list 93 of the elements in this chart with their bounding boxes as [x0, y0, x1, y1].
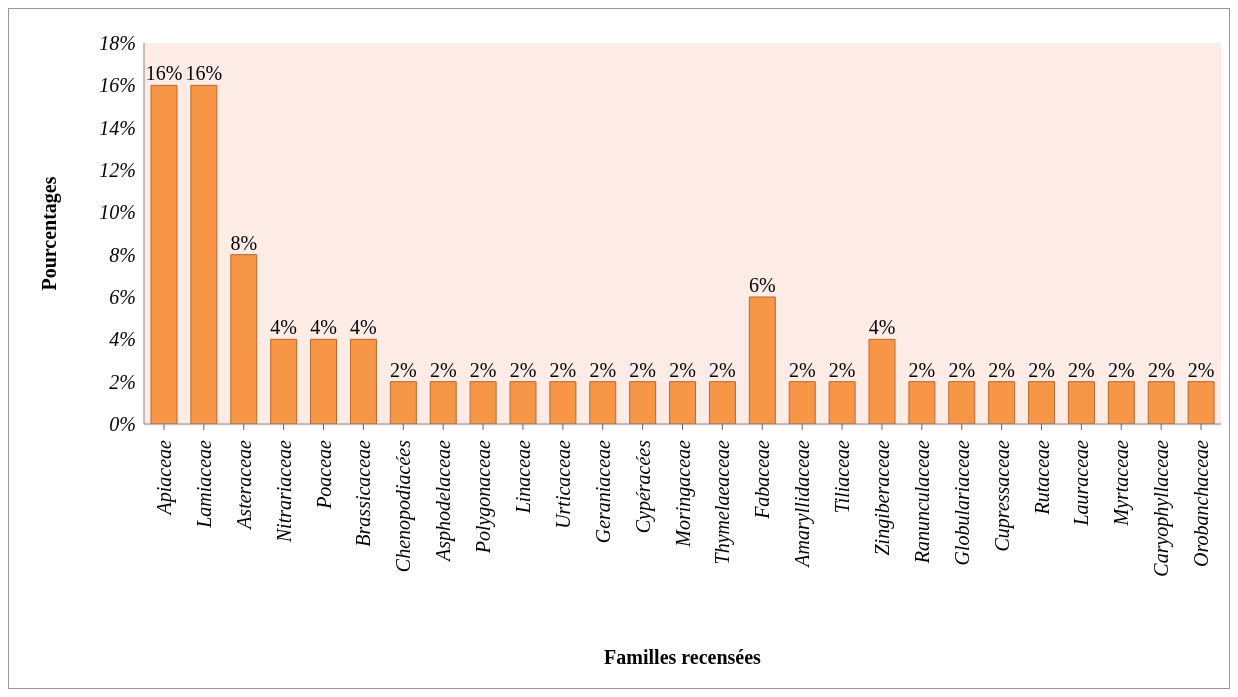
data-label: 2% — [1187, 358, 1215, 381]
bar — [629, 381, 657, 424]
bar — [310, 338, 338, 424]
x-tick-label: Cupressaceae — [990, 439, 1014, 552]
data-label: 2% — [589, 358, 617, 381]
y-tick-label: 10% — [99, 201, 136, 224]
data-label: 16% — [185, 62, 223, 85]
x-tick-label: Thymelaeaceae — [711, 439, 735, 565]
bar — [349, 338, 377, 424]
data-label: 2% — [788, 358, 816, 381]
x-tick-label: Linaceae — [511, 439, 534, 515]
bar — [469, 381, 497, 424]
bar — [1028, 381, 1056, 424]
bar — [270, 338, 298, 424]
x-tick-label: Apiaceae — [152, 439, 176, 517]
bar — [429, 381, 457, 424]
data-label: 2% — [669, 358, 696, 381]
data-label: 4% — [310, 316, 337, 339]
x-tick-label: Polygonaceae — [472, 439, 496, 555]
x-tick-label: Caryophyllaceae — [1150, 439, 1174, 577]
x-tick-label: Moringaceae — [671, 439, 695, 548]
data-label: 4% — [868, 316, 896, 339]
y-tick-label: 8% — [109, 243, 136, 266]
y-tick-label: 12% — [99, 159, 136, 182]
x-tick-label: Zingiberaceae — [870, 439, 894, 556]
y-tick-label: 0% — [109, 413, 136, 436]
data-label: 4% — [270, 316, 297, 339]
bar — [708, 381, 736, 424]
x-tick-label: Lamiaceae — [192, 439, 215, 529]
data-label: 2% — [1147, 358, 1175, 381]
y-axis-title: Pourcentages — [38, 176, 62, 291]
x-tick-label: Amaryllidaceae — [791, 439, 815, 569]
data-label: 2% — [988, 358, 1015, 381]
bar — [948, 381, 976, 424]
bar — [389, 381, 417, 424]
bar — [150, 84, 178, 424]
bar — [828, 381, 856, 424]
data-label: 6% — [749, 274, 776, 296]
x-tick-label: Rutaceae — [1030, 439, 1053, 516]
bar — [988, 381, 1016, 424]
x-tick-label: Asphodelaceae — [432, 439, 456, 564]
y-tick-label: 16% — [99, 74, 136, 97]
y-tick-label: 4% — [109, 328, 136, 351]
y-tick-label: 6% — [109, 286, 136, 309]
data-label: 2% — [948, 358, 976, 381]
data-label: 2% — [709, 358, 736, 381]
data-label: 2% — [390, 358, 417, 381]
data-label: 2% — [509, 358, 537, 381]
data-label: 2% — [828, 358, 856, 381]
bar — [788, 381, 816, 424]
data-label: 16% — [145, 62, 183, 85]
bar — [868, 338, 896, 424]
bar — [1107, 381, 1135, 424]
x-tick-label: Ranunculaceae — [910, 439, 933, 565]
data-label: 2% — [429, 358, 457, 381]
y-tick-label: 2% — [109, 370, 136, 393]
x-tick-label: Cypéracées — [631, 439, 655, 534]
data-label: 2% — [1028, 358, 1055, 381]
x-tick-label: Myrtaceae — [1110, 439, 1134, 527]
x-tick-label: Lauraceae — [1070, 439, 1093, 527]
x-tick-label: Geraniaceae — [591, 439, 614, 544]
x-tick-label: Asteraceae — [232, 439, 255, 531]
bar — [1067, 381, 1095, 424]
bar — [549, 381, 577, 424]
y-tick-label: 14% — [99, 116, 136, 139]
y-tick-label: 18% — [99, 32, 136, 55]
data-label: 4% — [350, 316, 377, 339]
x-tick-label: Globulariaceae — [950, 439, 973, 566]
data-label: 2% — [1068, 358, 1095, 381]
x-axis-title: Familles recensées — [604, 646, 762, 668]
data-label: 2% — [629, 358, 656, 381]
x-tick-label: Tiliaceae — [831, 439, 854, 514]
x-tick-label: Orobanchaceae — [1190, 439, 1213, 567]
bar — [230, 254, 258, 424]
bar — [1147, 381, 1175, 424]
data-label: 2% — [469, 358, 497, 381]
data-label: 2% — [1108, 358, 1135, 381]
bar — [1187, 381, 1215, 424]
x-tick-label: Chenopodiacées — [392, 439, 416, 573]
data-label: 2% — [549, 358, 577, 381]
data-label: 2% — [908, 358, 936, 381]
bar — [748, 296, 776, 424]
bar — [509, 381, 537, 424]
bar — [908, 381, 936, 424]
x-tick-label: Brassicaceae — [352, 439, 375, 547]
x-tick-label: Fabaceae — [751, 439, 774, 520]
x-tick-label: Nitrariaceae — [272, 439, 295, 544]
x-tick-label: Poaceae — [312, 439, 335, 510]
bar — [190, 84, 218, 424]
bar — [669, 381, 697, 424]
x-tick-label: Urticaceae — [551, 439, 574, 529]
bar — [589, 381, 617, 424]
data-label: 8% — [230, 231, 258, 254]
